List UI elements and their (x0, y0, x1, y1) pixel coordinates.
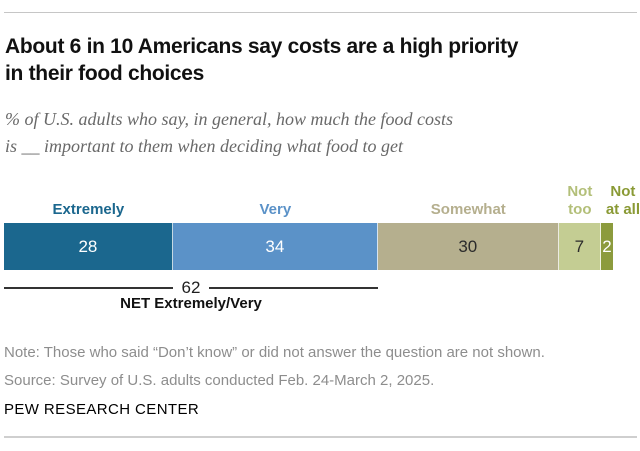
note-text: Note: Those who said “Don’t know” or did… (4, 344, 545, 361)
top-divider (4, 12, 637, 13)
chart-title-line1: About 6 in 10 Americans say costs are a … (5, 35, 519, 58)
stacked-bar: 28 34 30 7 2 (4, 223, 613, 270)
category-labels: Extremely Very Somewhat Not too Not at all (4, 183, 640, 221)
category-label-extremely: Extremely (52, 201, 125, 218)
net-bracket-line-right (209, 287, 379, 289)
bar-segment-very: 34 (172, 223, 378, 270)
bar-segment-somewhat: 30 (377, 223, 559, 270)
bar-segment-not-too: 7 (558, 223, 601, 270)
footnote: Note: Those who said “Don’t know” or did… (4, 339, 640, 395)
source-text: Source: Survey of U.S. adults conducted … (4, 372, 435, 389)
net-label: NET Extremely/Very (120, 295, 262, 312)
chart-title: About 6 in 10 Americans say costs are a … (5, 33, 637, 87)
category-label-not-at-all: Not at all (605, 183, 640, 218)
category-label-very: Very (259, 201, 292, 218)
net-value: 62 (181, 278, 201, 297)
bottom-divider (4, 436, 637, 438)
category-label-somewhat: Somewhat (430, 201, 506, 218)
chart-subtitle-line2: is __ important to them when deciding wh… (5, 136, 403, 156)
net-bracket-line-left (4, 287, 173, 289)
chart-subtitle-line1: % of U.S. adults who say, in general, ho… (5, 109, 453, 129)
net-bracket: 62 (4, 278, 379, 298)
category-label-not-too: Not too (567, 183, 593, 218)
chart-subtitle: % of U.S. adults who say, in general, ho… (5, 106, 605, 160)
brand-label: PEW RESEARCH CENTER (4, 401, 200, 418)
chart-title-line2: in their food choices (5, 62, 205, 85)
bar-segment-extremely: 28 (4, 223, 173, 270)
bar-segment-not-at-all: 2 (600, 223, 613, 270)
